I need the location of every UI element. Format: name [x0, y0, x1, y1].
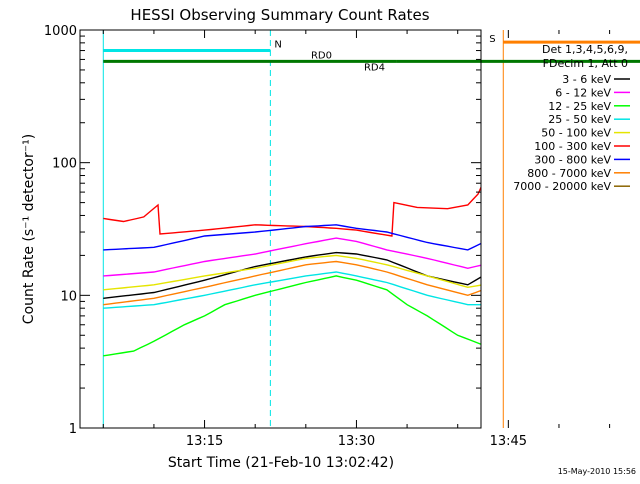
y-tick-label: 100	[52, 157, 77, 172]
series-4	[103, 254, 481, 291]
series-3	[103, 271, 481, 309]
footer-date: 15-May-2010 15:56	[558, 467, 636, 476]
legend-header: Det 1,3,4,5,6,9,	[542, 43, 628, 56]
legend-entry-label: 100 - 300 keV	[534, 140, 611, 153]
flag-label: N	[274, 40, 281, 51]
series-line	[103, 251, 481, 299]
series-1	[103, 237, 481, 277]
series-7	[103, 260, 481, 306]
series-line	[103, 185, 481, 237]
series-line	[103, 237, 481, 277]
instrument-flags: N RD0 RD4 S	[103, 34, 640, 73]
chart-title: HESSI Observing Summary Count Rates	[130, 6, 429, 24]
flag-label: RD4	[364, 62, 385, 73]
y-tick-label: 1000	[44, 24, 77, 39]
vertical-markers	[102, 30, 504, 428]
series-6	[103, 224, 481, 251]
series-line	[103, 224, 481, 251]
y-axis-label: Count Rate (s⁻¹ detector⁻¹)	[21, 134, 37, 324]
flag-label: RD0	[311, 50, 332, 61]
x-tick-label: 13:30	[338, 434, 375, 449]
legend-entry-label: 50 - 100 keV	[541, 127, 611, 140]
legend-entry-label: 7000 - 20000 keV	[513, 180, 611, 193]
y-tick-label: 10	[60, 289, 77, 304]
legend-entry-label: 25 - 50 keV	[548, 113, 611, 126]
legend-entry-label: 3 - 6 keV	[562, 73, 611, 86]
legend-header: FDecim 1, Att 0	[543, 57, 628, 70]
x-tick-label: 13:45	[490, 434, 527, 449]
legend-entry-label: 6 - 12 keV	[555, 86, 611, 99]
legend: Det 1,3,4,5,6,9,FDecim 1, Att 0 3 - 6 keV…	[513, 43, 630, 193]
y-axis: 1 10 100 1000	[44, 24, 481, 437]
flag-label: S	[489, 34, 495, 45]
legend-entry-label: 12 - 25 keV	[548, 100, 611, 113]
legend-entry-label: 800 - 7000 keV	[527, 167, 611, 180]
series-0	[103, 251, 481, 299]
x-tick-label: 13:15	[186, 434, 223, 449]
series-line	[103, 271, 481, 309]
plot-frame	[79, 29, 482, 429]
x-axis-label: Start Time (21-Feb-10 13:02:42)	[168, 455, 394, 471]
y-tick-label: 1	[69, 422, 77, 437]
series-layer	[103, 185, 481, 357]
series-5	[103, 185, 481, 237]
series-line	[103, 275, 481, 357]
series-line	[103, 260, 481, 306]
series-2	[103, 275, 481, 357]
series-line	[103, 254, 481, 291]
legend-entry-label: 300 - 800 keV	[534, 153, 611, 166]
